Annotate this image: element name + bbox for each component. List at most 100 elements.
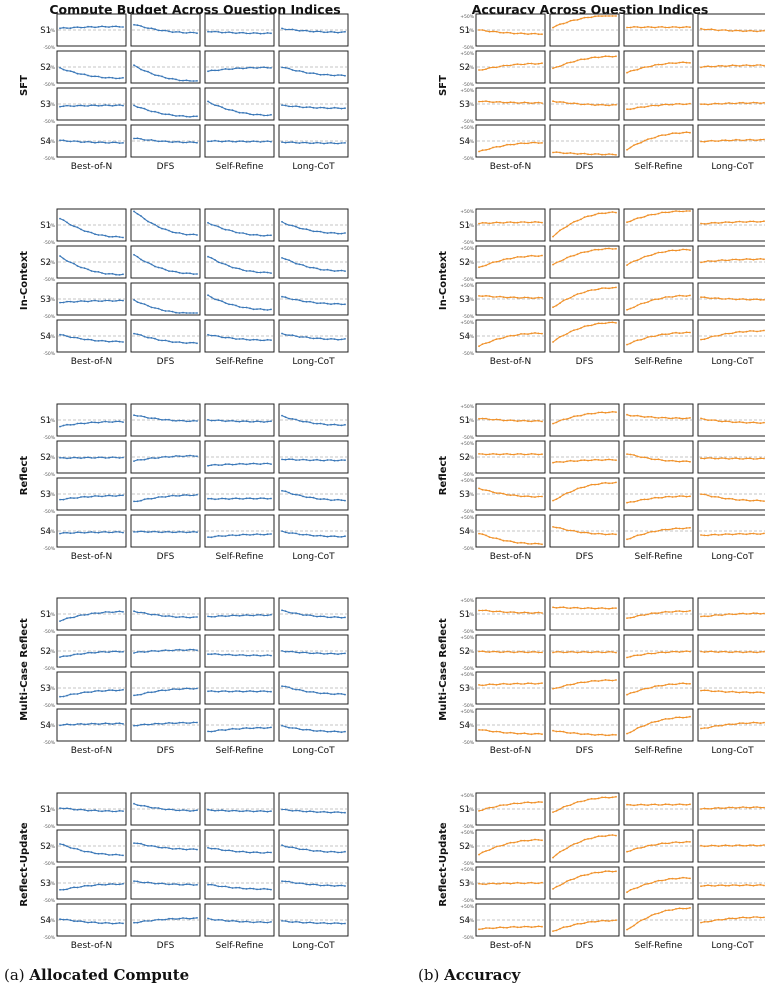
reflect-s2-best-of-n-point-12-1 bbox=[520, 453, 522, 455]
reflect-update-s1-long-cot-point-15-1 bbox=[752, 806, 755, 809]
reflect-s3-self-refine-point-9-0 bbox=[238, 497, 241, 500]
reflect-s3-dfs-point-12-1 bbox=[594, 483, 596, 486]
in-context-s4-self-refine-point-12-1 bbox=[668, 333, 670, 335]
reflect-update-s3-long-cot-point-16-1 bbox=[756, 884, 758, 886]
in-context-s1-long-cot-point-9-0 bbox=[312, 230, 315, 233]
reflect-s1-long-cot-point-10-0 bbox=[316, 422, 318, 425]
reflect-s4-long-cot-point-12-0 bbox=[323, 535, 325, 538]
multi-case-reflect-s4-dfs-point-10-0 bbox=[168, 721, 170, 724]
reflect-update-s3-best-of-n-point-5-0 bbox=[76, 886, 79, 889]
in-context-s2-self-refine-point-5-1 bbox=[643, 255, 646, 258]
sft-s4-best-of-n-point-14-1 bbox=[527, 142, 529, 145]
in-context-s3-dfs-point-1-0 bbox=[136, 301, 139, 303]
reflect-s3-self-refine-point-2-1 bbox=[633, 500, 635, 503]
multi-case-reflect-s1-self-refine-point-17-1 bbox=[685, 610, 688, 613]
in-context-best-of-n-column-label-0: Best-of-N bbox=[71, 357, 113, 367]
multi-case-reflect-s1-tick-zero-0: 0% bbox=[48, 612, 56, 618]
sft-s4-best-of-n-point-13-0 bbox=[104, 141, 107, 144]
reflect-s1-best-of-n-point-2-1 bbox=[485, 417, 487, 420]
multi-case-reflect-s4-best-of-n-point-12-1 bbox=[520, 732, 522, 735]
reflect-s2-self-refine-point-0-1 bbox=[626, 453, 628, 455]
reflect-s1-dfs-point-14-0 bbox=[182, 419, 184, 422]
reflect-s1-dfs-point-8-1 bbox=[580, 414, 582, 417]
multi-case-reflect-s2-best-of-n-point-3-0 bbox=[69, 654, 72, 657]
in-context-s1-best-of-n-point-12-1 bbox=[520, 221, 522, 223]
multi-case-reflect-s3-dfs-point-7-1 bbox=[576, 682, 579, 684]
reflect-update-s3-self-refine-point-12-1 bbox=[668, 877, 670, 880]
reflect-s1-self-refine-point-13-1 bbox=[671, 417, 674, 420]
reflect-s3-self-refine-point-17-1 bbox=[685, 495, 688, 498]
multi-case-reflect-s2-self-refine-point-12-1 bbox=[668, 651, 670, 654]
reflect-update-s4-dfs-point-11-1 bbox=[590, 920, 593, 923]
reflect-update-s2-dfs-point-14-0 bbox=[182, 848, 184, 851]
sft-s4-best-of-n-point-14-0 bbox=[108, 142, 110, 144]
in-context-s2-best-of-n-point-2-0 bbox=[66, 260, 68, 262]
multi-case-reflect-s4-dfs-point-0-1 bbox=[552, 729, 554, 732]
in-context-s1-long-cot-point-17-1 bbox=[759, 220, 762, 223]
multi-case-reflect-s3-long-cot-point-6-1 bbox=[721, 690, 723, 693]
sft-s4-self-refine-point-11-1 bbox=[664, 134, 667, 137]
multi-case-reflect-s1-best-of-n-point-18-0 bbox=[122, 611, 124, 613]
in-context-s3-tick-bottom-0: -50% bbox=[43, 314, 55, 320]
multi-case-reflect-s2-long-cot-point-0-1 bbox=[700, 650, 702, 653]
reflect-update-s1-self-refine-point-17-0 bbox=[266, 810, 269, 813]
sft-s3-dfs-point-13-1 bbox=[597, 103, 600, 106]
reflect-s3-self-refine-point-6-1 bbox=[647, 498, 649, 501]
multi-case-reflect-s1-tick-bottom-0: -50% bbox=[43, 629, 55, 635]
multi-case-reflect-s1-best-of-n-point-15-0 bbox=[111, 611, 114, 614]
multi-case-reflect-s2-best-of-n-point-6-1 bbox=[499, 651, 501, 654]
reflect-update-s1-self-refine-point-12-1 bbox=[668, 803, 670, 806]
reflect-update-s3-dfs-point-15-1 bbox=[604, 870, 607, 873]
multi-case-reflect-s1-best-of-n-point-18-1 bbox=[541, 612, 543, 614]
reflect-s2-best-of-n-point-14-0 bbox=[108, 456, 110, 459]
sft-s4-long-cot-point-2-1 bbox=[707, 140, 709, 143]
in-context-s1-long-cot-point-0-1 bbox=[700, 222, 702, 225]
in-context-s2-dfs-point-16-1 bbox=[608, 247, 610, 250]
sft-s2-best-of-n-point-2-0 bbox=[66, 69, 68, 72]
reflect-s1-long-cot-point-5-0 bbox=[298, 420, 301, 422]
reflect-update-s3-dfs-point-11-1 bbox=[590, 872, 593, 875]
reflect-update-s3-long-cot-point-12-1 bbox=[742, 884, 744, 887]
sft-s2-dfs-point-6-1 bbox=[573, 60, 575, 63]
reflect-s2-tick-zero-0: 0% bbox=[48, 455, 56, 461]
in-context-s2-self-refine-point-9-1 bbox=[657, 251, 660, 254]
reflect-s1-best-of-n-point-16-0 bbox=[115, 420, 117, 423]
reflect-update-s2-best-of-n-point-5-0 bbox=[76, 848, 79, 850]
reflect-update-s1-dfs-point-0-1 bbox=[552, 811, 554, 813]
reflect-update-s2-self-refine-point-5-0 bbox=[224, 849, 227, 852]
reflect-s2-dfs-point-8-1 bbox=[580, 459, 582, 462]
reflect-s4-dfs-point-10-0 bbox=[168, 530, 170, 533]
sft-s4-best-of-n-point-3-1 bbox=[488, 148, 491, 150]
reflect-update-s4-dfs-point-6-0 bbox=[154, 919, 156, 921]
sft-s4-best-of-n-point-1-0 bbox=[62, 139, 65, 142]
reflect-s4-dfs-point-10-1 bbox=[587, 531, 589, 534]
reflect-s4-self-refine-point-2-0 bbox=[214, 535, 216, 538]
reflect-update-s3-dfs-point-1-1 bbox=[555, 885, 558, 888]
sft-s3-dfs-point-5-1 bbox=[569, 102, 572, 105]
sft-s1-long-cot-point-11-1 bbox=[738, 29, 741, 32]
reflect-s3-dfs-point-1-0 bbox=[136, 500, 139, 503]
in-context-s4-self-refine-point-6-0 bbox=[228, 336, 230, 339]
reflect-update-s1-dfs-point-14-1 bbox=[601, 796, 603, 799]
in-context-s4-dfs-point-15-0 bbox=[185, 342, 188, 345]
reflect-update-s2-row-label-1: S2 bbox=[459, 842, 470, 852]
reflect-update-s2-dfs-point-2-0 bbox=[140, 842, 142, 845]
sft-s2-dfs-point-14-1 bbox=[601, 56, 603, 58]
sft-s2-long-cot-point-17-0 bbox=[340, 74, 343, 76]
reflect-s4-row-label-1: S4 bbox=[459, 527, 470, 537]
reflect-update-s1-dfs-point-6-1 bbox=[573, 802, 575, 805]
sft-s4-long-cot-point-7-1 bbox=[724, 139, 727, 142]
multi-case-reflect-s2-long-cot-point-3-1 bbox=[710, 650, 713, 653]
sft-s1-self-refine-point-18-1 bbox=[689, 26, 691, 29]
in-context-s4-long-cot-point-1-0 bbox=[284, 333, 287, 336]
in-context-s4-dfs-point-5-0 bbox=[150, 337, 153, 339]
reflect-s2-tick-bottom-1: -50% bbox=[462, 472, 474, 478]
multi-case-reflect-s2-long-cot-point-2-0 bbox=[288, 650, 290, 653]
in-context-s1-long-cot-point-4-1 bbox=[714, 221, 716, 224]
multi-case-reflect-s4-dfs-point-14-0 bbox=[182, 721, 184, 724]
multi-case-reflect-s2-dfs-point-9-0 bbox=[164, 649, 167, 651]
reflect-update-s4-self-refine-point-4-0 bbox=[221, 919, 223, 921]
reflect-long-cot-column-label-1: Long-CoT bbox=[711, 552, 754, 562]
sft-s3-best-of-n-point-6-1 bbox=[499, 100, 501, 103]
reflect-s4-self-refine-point-15-1 bbox=[678, 527, 681, 530]
